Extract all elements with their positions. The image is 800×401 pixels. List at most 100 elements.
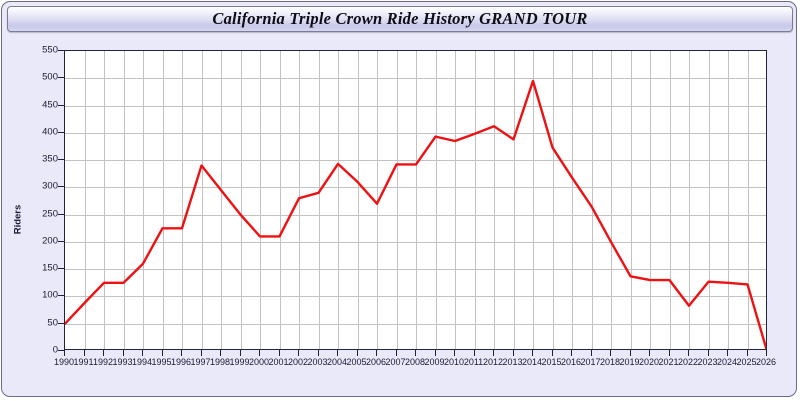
y-axis-tick-label: 500 [42, 71, 58, 83]
x-axis-tick-mark [259, 350, 260, 356]
gridline-horizontal [65, 214, 766, 216]
x-axis-tick-mark [103, 350, 104, 356]
riders-polyline [65, 79, 766, 349]
gridline-vertical [143, 51, 144, 349]
gridline-vertical [357, 51, 359, 349]
y-axis-tick-label: 400 [42, 126, 58, 138]
gridline-vertical [747, 51, 749, 349]
x-axis-tick-label: 2005 [346, 357, 367, 367]
x-axis-tick-label: 2006 [365, 357, 387, 367]
x-axis-tick-label: 2020 [638, 357, 660, 367]
x-axis-tick-mark [551, 350, 553, 356]
x-axis-tick-mark [707, 350, 709, 356]
x-axis-tick-mark [610, 350, 611, 356]
x-axis-tick-mark [629, 350, 631, 356]
gridline-vertical [396, 51, 398, 349]
x-axis-tick-label: 2021 [658, 357, 679, 367]
gridline-vertical [260, 51, 261, 349]
x-axis-tick-mark [220, 350, 221, 356]
x-axis-tick-mark [512, 350, 514, 356]
x-axis-tick-label: 2000 [248, 357, 270, 367]
x-axis-tick-label: 2014 [521, 357, 543, 367]
plot-area [64, 50, 767, 350]
x-axis-tick-mark [493, 350, 494, 356]
gridline-vertical [494, 51, 495, 349]
x-axis-tick-label: 2004 [326, 357, 348, 367]
x-axis-tick-label: 1994 [131, 357, 153, 367]
y-axis-tick-marks [58, 36, 64, 396]
y-axis-tick-mark [58, 268, 64, 270]
gridline-vertical [162, 51, 164, 349]
x-axis-tick-mark [395, 350, 397, 356]
x-axis-tick-mark [434, 350, 436, 356]
gridline-horizontal [65, 105, 766, 107]
y-axis-tick-label: 50 [47, 317, 58, 329]
x-axis-tick-mark [668, 350, 670, 356]
x-axis-tick-label: 2001 [268, 357, 289, 367]
x-axis-tick-mark [298, 350, 299, 356]
gridline-vertical [591, 51, 593, 349]
x-axis-tick-label: 2022 [677, 357, 699, 367]
x-axis-tick-mark [532, 350, 533, 356]
gridline-vertical [240, 51, 242, 349]
x-axis-tick-mark [454, 350, 455, 356]
gridline-vertical [299, 51, 300, 349]
x-axis-tick-label: 2007 [385, 357, 406, 367]
x-axis-tick-label: 2016 [560, 357, 582, 367]
y-axis-label: Riders [12, 204, 24, 235]
x-axis-tick-mark [317, 350, 319, 356]
x-axis-tick-mark [649, 350, 650, 356]
y-axis-tick-mark [58, 77, 64, 79]
y-axis-tick-label: 450 [42, 99, 58, 111]
gridline-vertical [728, 51, 729, 349]
x-axis-tick-label: 2003 [307, 357, 328, 367]
gridline-vertical [377, 51, 378, 349]
x-axis-tick-mark [200, 350, 202, 356]
x-axis-tick-label: 1999 [229, 357, 250, 367]
x-axis-tick-label: 2009 [424, 357, 445, 367]
gridline-horizontal [65, 160, 766, 162]
x-axis-tick-mark [766, 350, 767, 356]
y-axis-tick-label: 300 [42, 180, 58, 192]
gridline-vertical [474, 51, 476, 349]
x-axis-tick-mark [473, 350, 475, 356]
gridline-horizontal [65, 78, 766, 80]
y-axis-tick-mark [58, 131, 64, 133]
gridline-vertical [201, 51, 203, 349]
x-axis-tick-label: 1995 [151, 357, 172, 367]
gridline-vertical [455, 51, 456, 349]
gridline-vertical [669, 51, 671, 349]
x-axis-tick-mark [590, 350, 592, 356]
y-axis-tick-label: 350 [42, 153, 58, 165]
x-axis-tick-mark [415, 350, 416, 356]
gridline-vertical [123, 51, 125, 349]
gridline-vertical [708, 51, 710, 349]
y-axis-tick-mark [58, 295, 64, 297]
x-axis-tick-mark [376, 350, 377, 356]
x-axis-tick-mark [142, 350, 143, 356]
y-axis-tick-label: 0 [52, 344, 58, 356]
gridline-vertical [318, 51, 320, 349]
gridline-vertical [182, 51, 183, 349]
y-axis-tick-label: 200 [42, 235, 58, 247]
x-axis-tick-mark [64, 350, 65, 356]
y-axis-tick-label: 150 [42, 262, 58, 274]
gridline-vertical [279, 51, 281, 349]
x-axis-tick-mark [337, 350, 338, 356]
x-axis-tick-label: 2019 [619, 357, 640, 367]
x-axis-tick-label: 1992 [92, 357, 114, 367]
x-axis-tick-mark [83, 350, 85, 356]
x-axis-tick-label: 2011 [463, 357, 484, 367]
x-axis-tick-mark [746, 350, 748, 356]
x-axis-tick-label: 2015 [541, 357, 562, 367]
gridline-vertical [416, 51, 417, 349]
page-title: California Triple Crown Ride History GRA… [212, 9, 588, 28]
x-axis-tick-mark [278, 350, 280, 356]
gridline-vertical [630, 51, 632, 349]
gridline-horizontal [65, 241, 766, 243]
x-axis-tick-mark [571, 350, 572, 356]
y-axis-tick-mark [58, 240, 64, 242]
gridline-horizontal [65, 323, 766, 325]
gridline-vertical [221, 51, 222, 349]
